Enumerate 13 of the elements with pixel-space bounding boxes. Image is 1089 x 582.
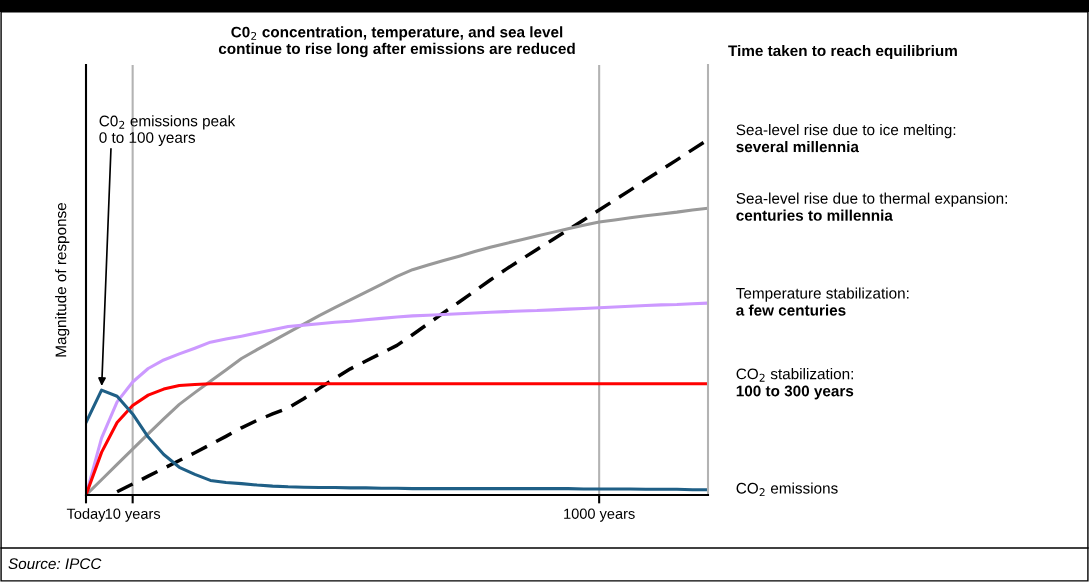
text: Time taken to reach equilibrium xyxy=(728,44,957,60)
x-tick-label: 1000 years xyxy=(564,508,635,522)
chart-title: C0$_{2}$ concentration, temperature, and sea level continue to rise long after emissions are reduced xyxy=(218,26,575,58)
x-tick-label: Today xyxy=(66,508,106,522)
series-label: CO$_{2}$ emissions xyxy=(736,482,838,497)
series-label: Sea-level rise due to ice melting: several millennia xyxy=(736,124,956,153)
series-label: CO$_{2}$ stabilization: 100 to 300 years xyxy=(736,368,854,400)
x-tick-label: 10 years xyxy=(105,508,161,522)
series-label: Sea-level rise due to thermal expansion: centuries to millennia xyxy=(736,192,1007,221)
y-axis-title: Magnitude of response xyxy=(55,202,70,357)
series-label: Temperature stabilization: a few centuries xyxy=(736,287,909,316)
annotation: C0$_{2}$ emissions peak 0 to 100 years xyxy=(99,115,236,146)
source-note: Source: IPCC xyxy=(8,558,102,570)
